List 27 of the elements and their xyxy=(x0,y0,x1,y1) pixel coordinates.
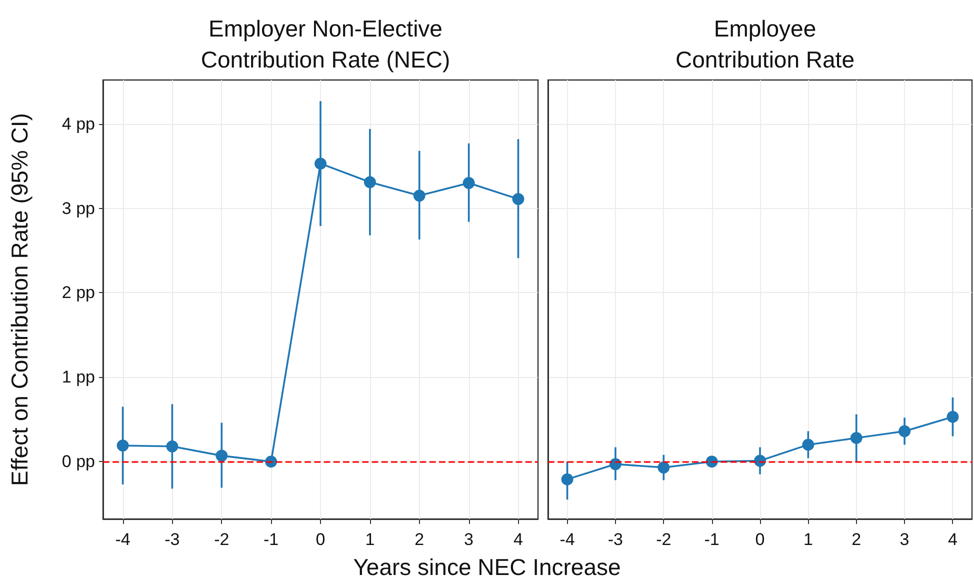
x-tick-label: -2 xyxy=(214,530,230,549)
x-tick-label: -4 xyxy=(560,530,575,549)
y-tick-label: 0 pp xyxy=(62,452,95,472)
y-axis-title: Effect on Contribution Rate (95% CI) xyxy=(6,113,32,486)
y-tick-label: 2 pp xyxy=(62,283,95,302)
x-tick-label: 1 xyxy=(803,530,813,549)
chart-title: Employer Non-Elective Contribution Rate (NEC) xyxy=(200,16,450,72)
x-tick-label: -3 xyxy=(608,530,624,549)
x-tick-label: 2 xyxy=(414,530,424,549)
chart-title: Employee Contribution Rate xyxy=(676,16,854,72)
x-tick-label: 3 xyxy=(900,530,910,549)
y-tick-label: 3 pp xyxy=(62,198,95,218)
x-tick-label: 0 xyxy=(316,530,326,549)
y-tick-label: 4 pp xyxy=(62,114,95,134)
x-tick-label: 3 xyxy=(464,530,474,549)
x-tick-label: -4 xyxy=(115,530,130,549)
x-tick-label: 1 xyxy=(365,530,375,549)
x-tick-label: 2 xyxy=(852,530,862,549)
x-axis-title: Years since NEC Increase xyxy=(352,553,622,581)
x-tick-label: 4 xyxy=(513,530,523,549)
y-tick-label: 1 pp xyxy=(62,368,95,387)
x-tick-label: -1 xyxy=(264,530,279,549)
x-tick-label: -2 xyxy=(656,530,672,549)
x-tick-label: -1 xyxy=(704,530,720,549)
x-tick-label: 0 xyxy=(755,530,765,549)
x-tick-label: 4 xyxy=(948,530,958,549)
x-tick-label: -3 xyxy=(164,530,180,549)
